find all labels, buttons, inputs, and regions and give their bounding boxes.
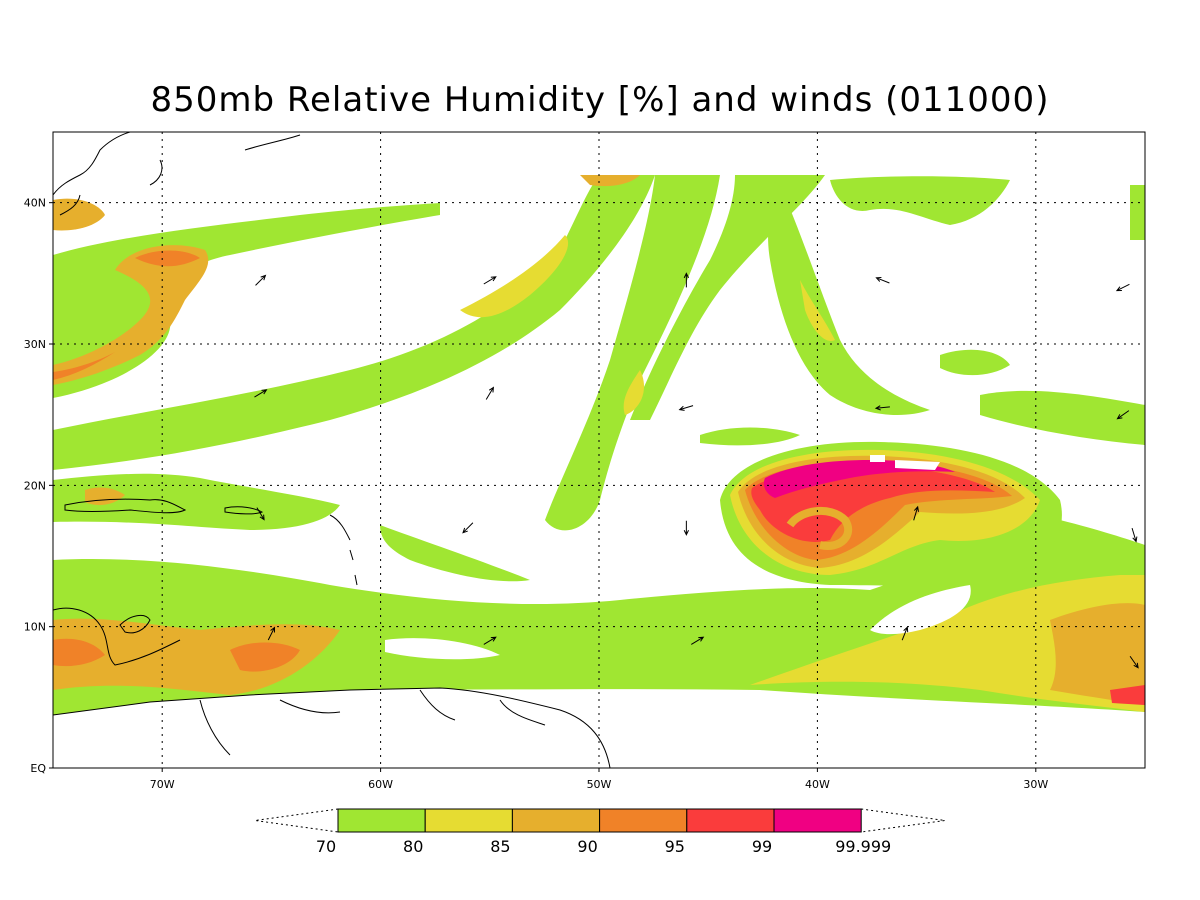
wind-arrow xyxy=(462,522,474,534)
colorbar-swatch xyxy=(773,808,862,833)
humidity-patch-east-tropics xyxy=(750,575,1145,712)
storm-inner-spiral xyxy=(786,506,853,550)
wind-arrow xyxy=(683,272,689,288)
humidity-patch-nw-corner xyxy=(53,198,105,231)
humidity-patch-nw-swirl xyxy=(53,245,209,385)
y-tick-label: 40N xyxy=(24,197,46,210)
colorbar-label: 70 xyxy=(316,837,336,856)
humidity-field xyxy=(53,175,1145,715)
wind-arrows xyxy=(254,272,1139,669)
humidity-patch-sw-ne-core xyxy=(460,235,569,318)
colorbar-swatch xyxy=(337,808,426,833)
storm-core xyxy=(870,455,940,470)
colorbar-label: 90 xyxy=(577,837,597,856)
y-tick-label: EQ xyxy=(30,762,46,775)
humidity-patch-tropical-west-core xyxy=(53,638,300,672)
caribbean-islands-outline xyxy=(64,498,358,586)
wind-arrow xyxy=(254,389,268,398)
x-tick-label: 60W xyxy=(368,778,393,791)
wind-arrow xyxy=(874,405,890,411)
humidity-patch-north-top xyxy=(580,175,640,187)
colorbar-label: 95 xyxy=(665,837,685,856)
wind-arrow xyxy=(256,507,265,521)
y-tick-label: 30N xyxy=(24,338,46,351)
wind-arrow xyxy=(683,520,689,536)
wind-arrow xyxy=(901,626,909,641)
humidity-region-central-streak xyxy=(630,175,825,420)
humidity-patch-east-tropics-peak xyxy=(1110,685,1145,705)
humidity-patch-nw-swirl-core xyxy=(53,250,200,380)
wind-arrow xyxy=(1131,527,1138,543)
humidity-patch-east-tropics-core xyxy=(1050,603,1145,705)
colorbar-label: 99.999 xyxy=(835,837,891,856)
colorbar-swatch xyxy=(686,808,775,833)
wind-arrow xyxy=(483,276,497,285)
colorbar-label: 85 xyxy=(490,837,510,856)
x-tick-label: 70W xyxy=(150,778,175,791)
colorbar-high-cap xyxy=(861,808,946,833)
x-tick-label: 40W xyxy=(805,778,830,791)
wind-arrow xyxy=(255,274,267,286)
south-america-landmass xyxy=(53,687,611,768)
wind-arrow xyxy=(691,636,705,645)
humidity-region-northeast xyxy=(830,176,1010,225)
y-tick-label: 20N xyxy=(24,479,46,492)
wind-arrow xyxy=(913,505,919,521)
wind-arrow xyxy=(875,276,890,284)
central-america-outline xyxy=(53,607,546,756)
humidity-region-sw-ne-band xyxy=(53,175,655,470)
dry-pocket-guiana xyxy=(385,638,500,660)
wind-arrow xyxy=(483,636,497,645)
colorbar-label: 80 xyxy=(403,837,423,856)
wind-arrow xyxy=(267,626,276,641)
y-tick-label: 10N xyxy=(24,621,46,634)
colorbar-swatch xyxy=(424,808,513,833)
colorbar-low-cap xyxy=(254,808,339,833)
x-tick-label: 30W xyxy=(1023,778,1048,791)
wind-arrow xyxy=(1116,410,1130,420)
storm-99 xyxy=(763,460,955,498)
x-tick-label: 50W xyxy=(587,778,612,791)
humidity-region-mid-atlantic xyxy=(545,175,720,531)
grid-lines xyxy=(53,132,1145,768)
humidity-region-east-edge xyxy=(980,390,1145,445)
humidity-patch-tropical-west xyxy=(53,618,340,695)
humidity-region-mid-lat-blobs xyxy=(940,185,1145,376)
map-title: 850mb Relative Humidity [%] and winds (0… xyxy=(150,80,1050,120)
colorbar: 70 80 85 90 95 99 99.999 xyxy=(254,808,946,856)
x-axis-labels: 70W 60W 50W 40W 30W xyxy=(150,768,1048,791)
humidity-region-mid-south xyxy=(380,427,800,582)
colorbar-swatch xyxy=(511,808,601,833)
dry-pocket-gulf xyxy=(870,585,971,635)
wind-arrow xyxy=(1115,283,1130,292)
colorbar-swatch xyxy=(599,808,688,833)
wind-arrow xyxy=(1129,655,1139,669)
colorbar-label: 99 xyxy=(752,837,772,856)
humidity-region-east-streak xyxy=(768,185,930,415)
wind-arrow xyxy=(485,386,494,400)
humidity-region-caribbean xyxy=(53,473,340,530)
north-america-coast xyxy=(53,132,301,216)
wind-arrow xyxy=(678,405,694,411)
y-axis-labels: EQ 10N 20N 30N 40N xyxy=(24,197,53,775)
